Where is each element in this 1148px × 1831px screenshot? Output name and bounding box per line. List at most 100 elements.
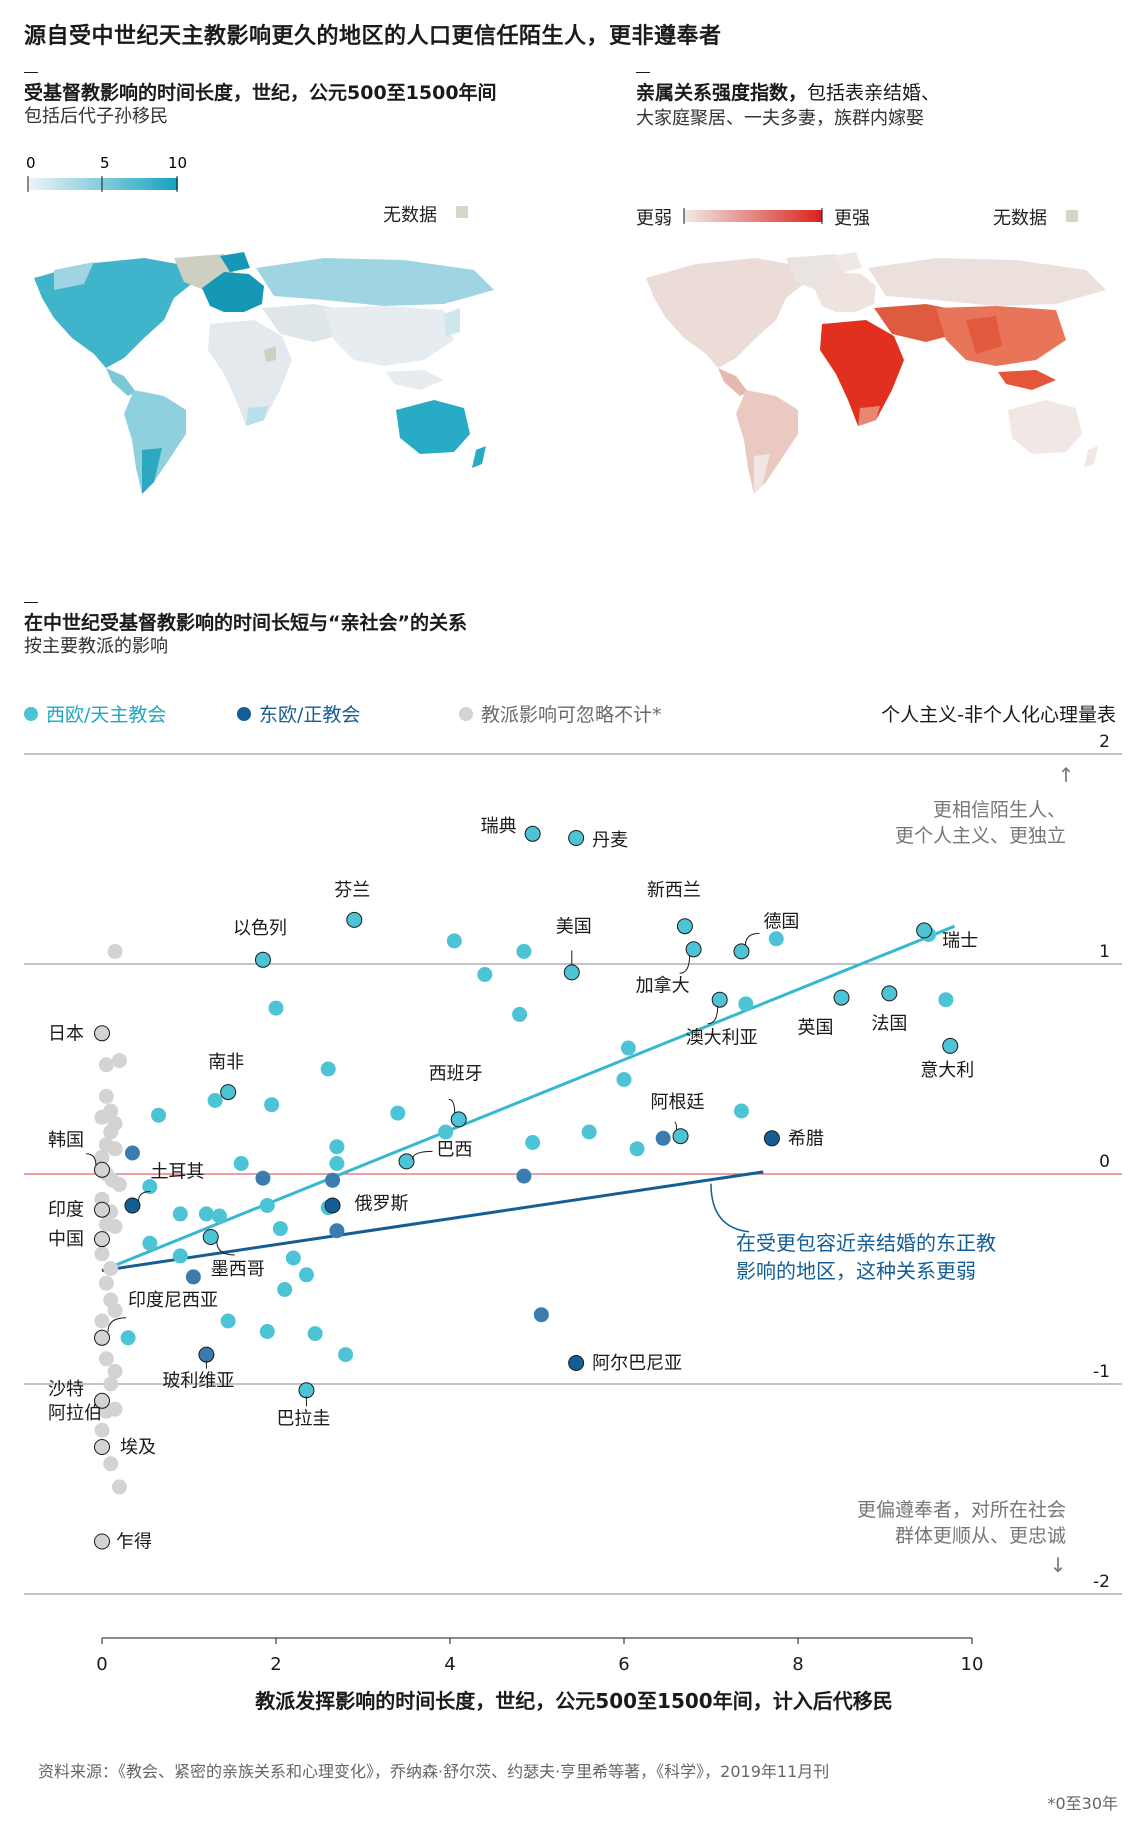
point-labeled: [94, 1392, 110, 1409]
point-label: 美国: [556, 916, 592, 937]
point-label: 丹麦: [592, 830, 628, 851]
point-western: [277, 1282, 293, 1297]
point-label: 印度尼西亚: [128, 1290, 218, 1311]
point-label: 韩国: [48, 1130, 84, 1151]
point-labeled: [94, 1025, 110, 1042]
right-no-data-swatch: [1066, 210, 1078, 222]
footnote: *0至30年: [1047, 1794, 1118, 1813]
y-axis-title: 个人主义-非个人化心理量表: [881, 704, 1116, 726]
point-negligible: [103, 1124, 119, 1140]
source-note: 资料来源：《教会、紧密的亲族关系和心理变化》，乔纳森·舒尔茨、约瑟夫·亨里希等著…: [38, 1762, 830, 1781]
legend-western: 西欧/天主教会: [24, 700, 166, 727]
legend-eastern-dot: [237, 706, 251, 721]
point-label: 加拿大: [636, 974, 690, 996]
legend-eastern-label: 东欧/正教会: [259, 704, 361, 726]
point-western: [259, 1324, 275, 1339]
point-western: [320, 1061, 336, 1077]
point-labeled: [94, 1161, 110, 1178]
legend-western-dot: [24, 706, 38, 721]
point-eastern: [325, 1172, 341, 1188]
point-negligible: [98, 1275, 114, 1291]
point-negligible: [94, 1109, 110, 1125]
point-western: [329, 1156, 345, 1171]
point-labeled: [763, 1130, 780, 1147]
right-map-africa: [820, 320, 904, 426]
x-tick-label-6: 6: [618, 1654, 629, 1675]
point-western: [211, 1208, 227, 1224]
point-western: [207, 1093, 223, 1108]
point-labeled: [450, 1111, 467, 1128]
annotation-bottom-line2: 群体更顺从、更忠诚: [895, 1525, 1066, 1547]
left-map-heading: 受基督教影响的时间长度，世纪，公元500至1500年间: [24, 82, 497, 104]
point-western: [259, 1198, 275, 1213]
point-labeled: [94, 1533, 110, 1550]
x-tick-label-0: 0: [96, 1654, 107, 1675]
point-eastern: [329, 1223, 345, 1239]
point-labeled: [94, 1329, 110, 1346]
point-label: 土耳其: [150, 1162, 204, 1183]
annotation-top-line2: 更个人主义、更独立: [895, 825, 1066, 847]
label-leader-line: [216, 1240, 235, 1256]
point-western: [938, 992, 954, 1008]
point-negligible: [107, 943, 123, 959]
left-map-africa: [208, 320, 292, 426]
point-western: [172, 1248, 188, 1264]
right-map-south-america: [736, 390, 798, 494]
point-label: 西班牙: [429, 1063, 483, 1084]
x-tick-label-2: 2: [270, 1654, 281, 1675]
point-labeled: [733, 943, 750, 960]
annotation-orthodox-leader: [710, 1183, 750, 1233]
legend-negligible-dot: [459, 706, 473, 721]
point-label: 印度: [48, 1200, 84, 1221]
right-scale-stronger: 更强: [834, 208, 870, 229]
point-label: 巴西: [437, 1139, 473, 1160]
point-label: 埃及: [120, 1437, 156, 1458]
scatter-rule: [24, 602, 38, 603]
point-western: [629, 1141, 645, 1157]
point-label: 以色列: [233, 918, 287, 939]
right-map-heading-bold: 亲属关系强度指数，: [636, 82, 808, 104]
left-map-south-america: [124, 390, 186, 494]
y-tick-label-1: 1: [1099, 942, 1110, 962]
left-map-subheading: 包括后代子孙移民: [24, 106, 168, 127]
point-western: [438, 1124, 454, 1140]
page-title: 源自受中世纪天主教影响更久的地区的人口更信任陌生人，更非遵奉者: [24, 24, 722, 49]
scatter-grid: 210-1-20 2 4 6 8 10: [24, 732, 1122, 1675]
point-label: 阿尔巴尼亚: [592, 1353, 682, 1374]
point-label: 阿拉伯: [48, 1403, 102, 1424]
annotation-up-arrow: ↑: [1058, 763, 1075, 787]
point-western: [220, 1313, 236, 1329]
y-tick-label--2: -2: [1093, 1572, 1110, 1592]
point-western: [285, 1250, 301, 1266]
point-labeled: [916, 922, 933, 939]
left-scale-tick-0: 0: [26, 154, 36, 172]
point-label: 英国: [798, 1018, 834, 1039]
point-labeled: [124, 1197, 141, 1214]
point-label: 瑞典: [481, 816, 517, 837]
point-western: [477, 967, 493, 982]
legend-eastern: 东欧/正教会: [237, 700, 360, 727]
x-tick-label-4: 4: [444, 1654, 455, 1675]
annotation-down-arrow: ↓: [1050, 1553, 1067, 1577]
point-western: [338, 1347, 354, 1363]
point-eastern: [655, 1130, 671, 1146]
label-leader-line: [137, 1191, 151, 1202]
point-labeled: [833, 989, 850, 1006]
point-western: [390, 1105, 406, 1121]
point-labeled: [711, 991, 728, 1008]
trend-line-eastern: [101, 1170, 764, 1273]
label-leader-line: [448, 1098, 456, 1114]
point-labeled: [94, 1439, 110, 1455]
point-label: 希腊: [788, 1128, 824, 1149]
point-negligible: [94, 1149, 110, 1165]
label-leader-line: [744, 932, 760, 946]
point-western: [525, 1135, 541, 1150]
point-western: [233, 1156, 249, 1171]
point-eastern: [185, 1269, 201, 1285]
x-tick-label-8: 8: [792, 1654, 803, 1675]
right-map-scale: [683, 208, 823, 224]
point-western: [298, 1267, 314, 1283]
left-world-map: [34, 252, 494, 494]
point-negligible: [94, 1422, 110, 1438]
